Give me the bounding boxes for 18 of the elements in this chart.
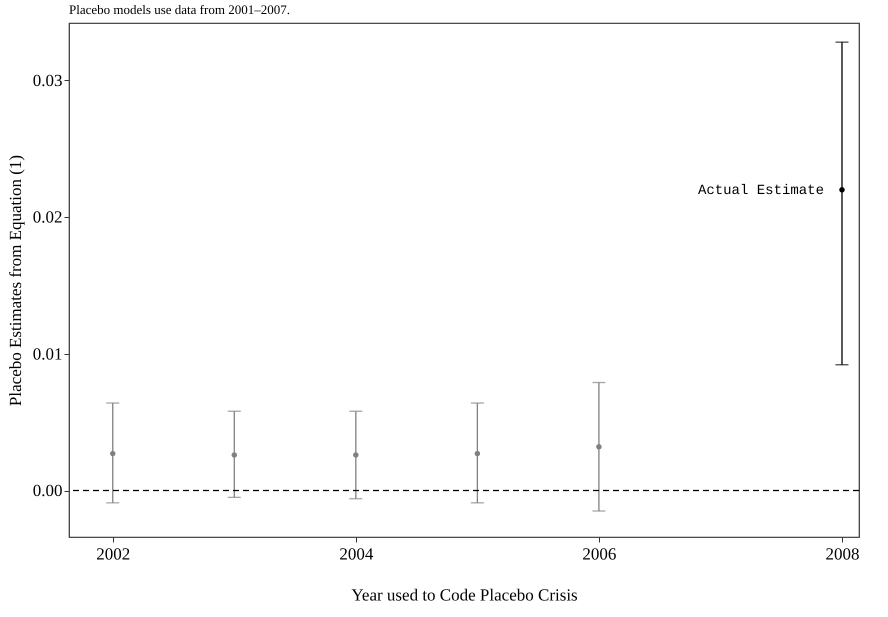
point [839,187,845,193]
y-tick-label: 0.01 [32,344,62,364]
x-axis-title: Year used to Code Placebo Crisis [351,586,578,604]
y-axis-title: Placebo Estimates from Equation (1) [6,154,25,406]
y-tick-label: 0.03 [32,70,62,90]
chart-title: Placebo models use data from 2001–2007. [69,2,290,17]
point [474,450,480,456]
point [232,452,238,458]
point [596,444,602,450]
x-tick-label: 2002 [96,544,130,564]
x-tick-label: 2008 [825,544,860,564]
point [110,450,116,456]
series-label: Actual Estimate [698,182,824,199]
point [353,452,359,458]
x-tick-label: 2004 [339,544,374,564]
x-tick-label: 2006 [582,544,616,564]
y-tick-label: 0.00 [32,481,62,500]
y-tick-label: 0.02 [32,208,62,227]
